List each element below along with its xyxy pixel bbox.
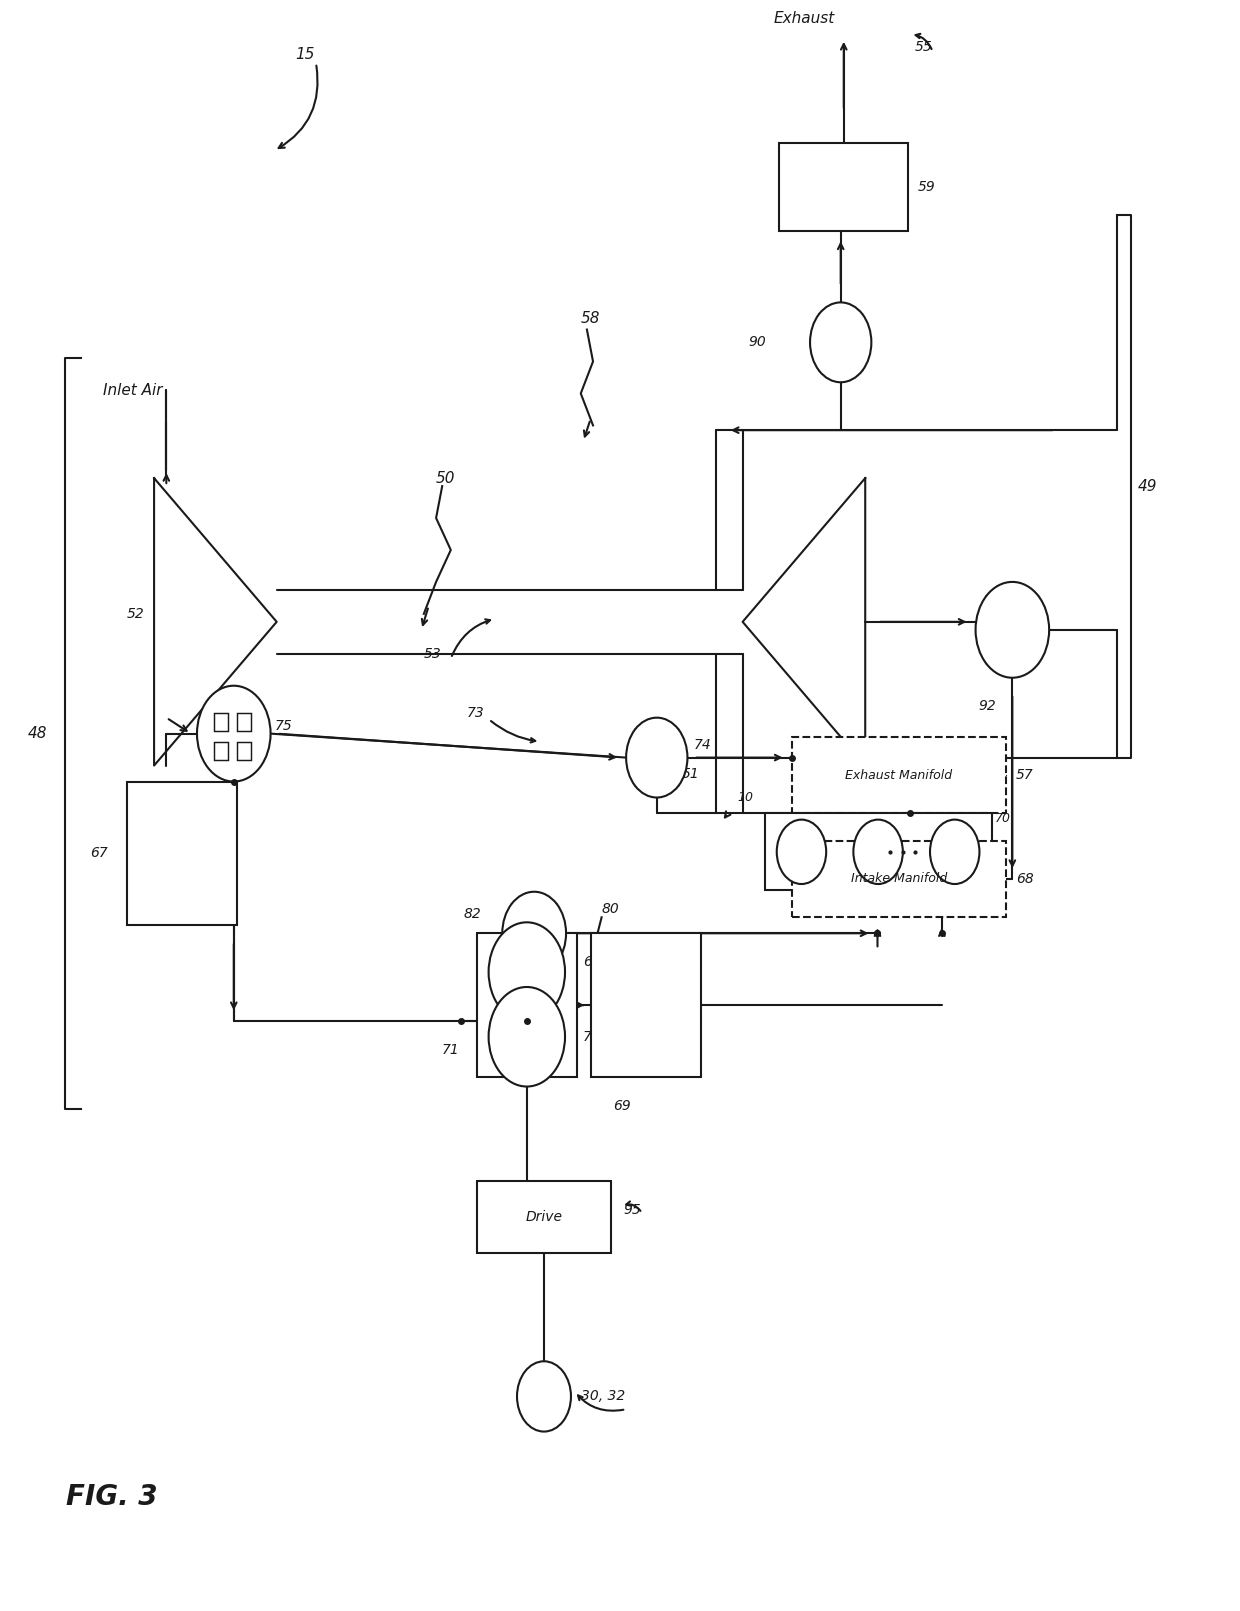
Text: 90: 90 [749, 335, 766, 350]
Text: 74: 74 [693, 738, 712, 752]
Bar [213, 741, 227, 760]
Text: 50: 50 [436, 470, 455, 485]
Circle shape [853, 820, 903, 884]
Text: 92: 92 [978, 699, 996, 714]
FancyArrowPatch shape [491, 722, 536, 743]
Text: 75: 75 [274, 719, 291, 733]
Circle shape [976, 582, 1049, 678]
Text: 58: 58 [580, 311, 600, 325]
Circle shape [197, 686, 270, 781]
Text: 57: 57 [1016, 768, 1034, 783]
Circle shape [930, 820, 980, 884]
Circle shape [810, 303, 872, 382]
Text: 68: 68 [1016, 872, 1034, 886]
Text: 69: 69 [613, 1099, 630, 1113]
FancyArrowPatch shape [279, 66, 317, 148]
Bar [791, 736, 1006, 814]
Text: Intake Manifold: Intake Manifold [851, 873, 947, 886]
Text: 70: 70 [996, 812, 1011, 825]
Text: FIG. 3: FIG. 3 [66, 1484, 157, 1511]
Text: 55: 55 [914, 40, 932, 53]
Text: 73: 73 [466, 706, 485, 720]
Text: Drive: Drive [526, 1210, 563, 1224]
Circle shape [502, 892, 565, 975]
Text: 49: 49 [1137, 478, 1157, 493]
Text: Exhaust: Exhaust [774, 11, 835, 26]
Text: 10: 10 [986, 791, 1002, 804]
Circle shape [489, 923, 565, 1021]
Text: 52: 52 [128, 607, 145, 620]
FancyArrowPatch shape [915, 34, 931, 48]
Bar [237, 741, 252, 760]
Bar [476, 933, 577, 1078]
Bar [128, 781, 237, 925]
Bar [213, 714, 227, 731]
Text: 67: 67 [91, 846, 108, 860]
Circle shape [776, 820, 826, 884]
Bar [765, 814, 992, 891]
Text: 15: 15 [295, 47, 315, 63]
Text: 10: 10 [738, 791, 754, 804]
FancyArrowPatch shape [451, 619, 490, 656]
Bar [590, 933, 701, 1078]
Bar [237, 714, 252, 731]
Text: 60: 60 [583, 955, 601, 970]
Text: 48: 48 [27, 727, 47, 741]
Text: 53: 53 [424, 646, 441, 661]
Text: 82: 82 [463, 907, 481, 921]
Bar [476, 1181, 611, 1253]
Text: 72: 72 [583, 1029, 601, 1044]
Text: 95: 95 [624, 1202, 641, 1216]
Text: 59: 59 [918, 179, 936, 193]
Bar [791, 841, 1006, 917]
Text: Inlet Air: Inlet Air [103, 383, 162, 398]
Text: Exhaust Manifold: Exhaust Manifold [846, 768, 952, 781]
Text: 30, 32: 30, 32 [580, 1389, 625, 1403]
Circle shape [517, 1361, 570, 1432]
Circle shape [626, 717, 687, 797]
Circle shape [489, 988, 565, 1086]
FancyArrowPatch shape [626, 1202, 641, 1211]
Bar [780, 143, 908, 230]
FancyArrowPatch shape [578, 1395, 624, 1411]
Text: 51: 51 [681, 767, 699, 781]
Text: 80: 80 [601, 902, 619, 917]
Text: 71: 71 [443, 1042, 460, 1057]
